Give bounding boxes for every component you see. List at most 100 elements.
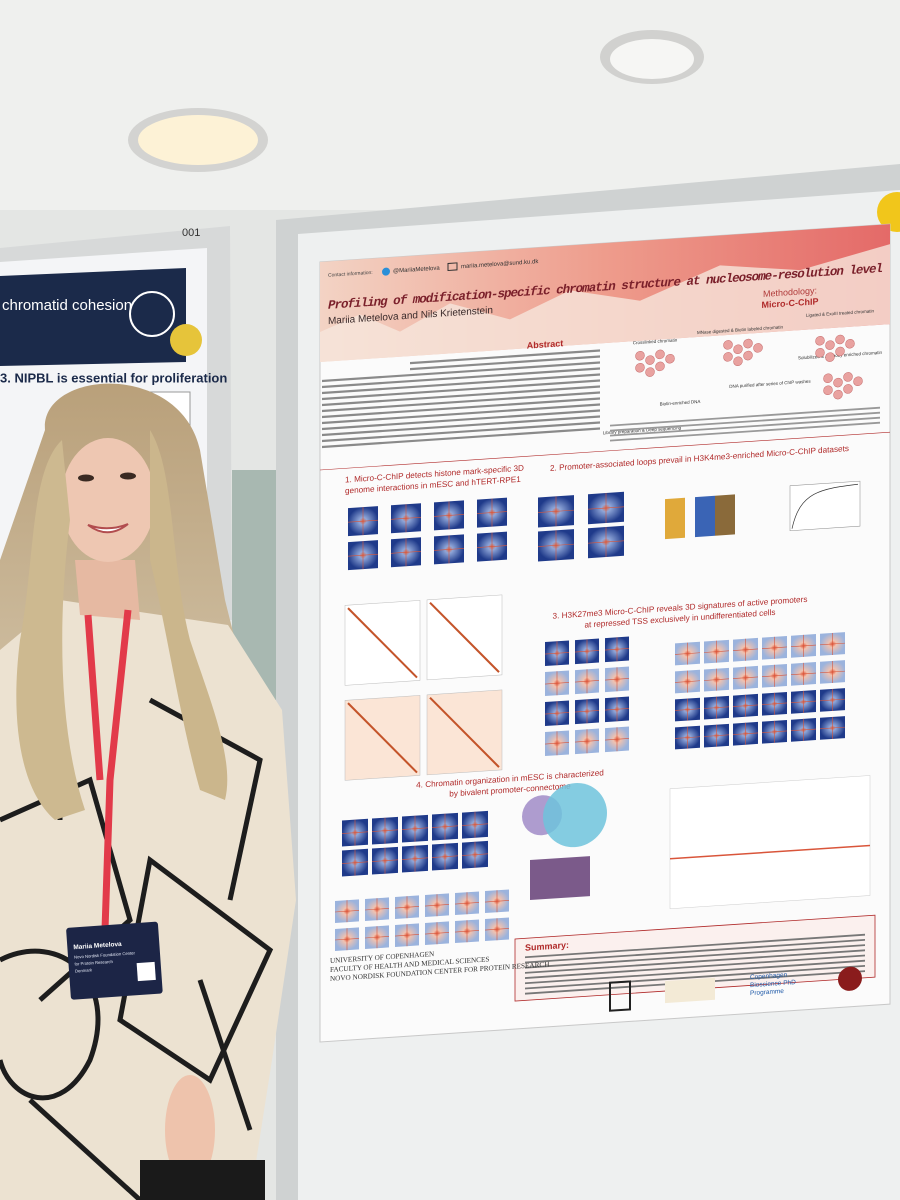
abstract-text-line (322, 415, 600, 437)
sweater-pattern (0, 948, 101, 1101)
oxford-logo (129, 291, 175, 337)
logo-cpr (665, 977, 715, 1004)
heatmap-stripe (575, 740, 599, 743)
heatmap-stripe (372, 829, 398, 832)
bar-panel (695, 495, 715, 538)
abstract-text-line (322, 379, 600, 401)
heatmap-stripe (455, 902, 479, 905)
nucleosome (853, 376, 863, 387)
programme-logo: Programme (750, 988, 784, 997)
heatmap-stripe (733, 704, 758, 707)
twitter-icon (382, 267, 390, 276)
heatmap-stripe (675, 680, 700, 683)
ceiling (0, 0, 900, 210)
badge-affiliation: Denmark (75, 967, 93, 973)
methodology-step: DNA purified after series of ChIP washes (729, 379, 811, 389)
summary-text-line (525, 933, 865, 959)
heatmap-stripe (762, 646, 787, 649)
diagonal (429, 601, 500, 673)
nucleosome (733, 356, 743, 366)
nucleosome (833, 389, 843, 400)
methodology-heading: Methodology: (763, 285, 817, 299)
heatmap-stripe (575, 680, 599, 683)
heatmap-stripe (820, 670, 845, 674)
abstract-text-line (322, 421, 600, 443)
abstract-text-line (410, 349, 600, 365)
poster: Contact information: @MariiaMetelova marii… (319, 223, 891, 1043)
left-poster-section: 3. NIPBL is essential for proliferation (0, 370, 227, 385)
heatmap-stripe (395, 906, 419, 909)
heatmap-stripe (588, 506, 624, 510)
badge-name: Mariia Metelova (73, 941, 122, 951)
heatmap-stripe (575, 710, 599, 713)
abstract-text-line (322, 367, 600, 389)
heatmap-stripe (733, 732, 758, 735)
summary-text-line (525, 949, 865, 974)
abstract-text-line (322, 385, 600, 407)
ceiling-light (138, 115, 258, 165)
heatmap-stripe (432, 825, 458, 828)
heatmap-stripe (791, 728, 816, 732)
methodology-heading: Micro-C-ChIP (762, 296, 819, 310)
heatmap-stripe (335, 938, 359, 941)
methodology-step: MNase digested & Biotin labeled chromati… (697, 324, 783, 335)
heatmap-stripe (402, 827, 428, 830)
diagonal (429, 696, 500, 768)
heatmap-stripe (425, 932, 449, 935)
programme-logo: Bioscience PhD (750, 979, 796, 989)
left-sticker (170, 324, 202, 356)
nucleosome (823, 373, 833, 384)
neck (75, 560, 140, 620)
heatmap-stripe (455, 930, 479, 933)
nucleosome (825, 340, 835, 350)
methodology-step: Ligated & ExoIII treated chromatin (806, 308, 874, 318)
email: mariia.metelova@sund.ku.dk (461, 259, 539, 270)
heatmap-stripe (704, 678, 729, 681)
heatmap-stripe (462, 853, 488, 856)
heatmap-stripe (425, 904, 449, 907)
abstract-heading: Abstract (527, 338, 563, 350)
methods-caption-line (610, 416, 880, 437)
programme-logo: Copenhagen (750, 972, 788, 981)
heatmap-stripe (704, 650, 729, 653)
badge-affiliation: for Protein Research (74, 959, 113, 967)
nucleosome (645, 367, 655, 377)
abstract-text-line (322, 391, 600, 413)
eye-right (120, 472, 136, 480)
nucleosome (823, 385, 833, 396)
ku-seal (838, 966, 862, 991)
ceiling-speaker (610, 39, 694, 79)
methodology-step: Library preparation & Deep sequencing (603, 425, 682, 435)
summary-text-line (525, 959, 865, 985)
heatmap-stripe (575, 650, 599, 653)
badge-affiliation: Novo Nordisk Foundation Center (74, 950, 136, 959)
heatmap-stripe (733, 676, 758, 679)
nucleosome (665, 353, 675, 364)
nucleosome (655, 349, 665, 360)
nucleosome (743, 350, 753, 361)
methodology-step: Crosslinked chromatin (633, 337, 678, 345)
bivalent-heatmap (530, 856, 590, 901)
nucleosome (743, 338, 753, 349)
eye-left (78, 474, 94, 482)
left-poster-header (0, 268, 186, 366)
nucleosome (835, 346, 845, 357)
heatmap-stripe (391, 516, 421, 520)
heatmap-stripe (538, 543, 574, 547)
nucleosome (833, 377, 843, 388)
curve (791, 483, 859, 529)
trousers (140, 1160, 265, 1200)
heatmap-stripe (675, 736, 700, 739)
heatmap-stripe (675, 708, 700, 711)
nucleosome (635, 350, 645, 361)
bar-panel (715, 494, 735, 536)
nucleosome (843, 384, 853, 394)
methods-caption-line (610, 411, 880, 432)
logo-frame (609, 980, 631, 1012)
heatmap-stripe (391, 550, 421, 554)
hair-front-right (150, 430, 228, 800)
heatmap-stripe (605, 648, 629, 651)
summary-heading: Summary: (525, 940, 569, 953)
curve-panel (789, 480, 861, 532)
